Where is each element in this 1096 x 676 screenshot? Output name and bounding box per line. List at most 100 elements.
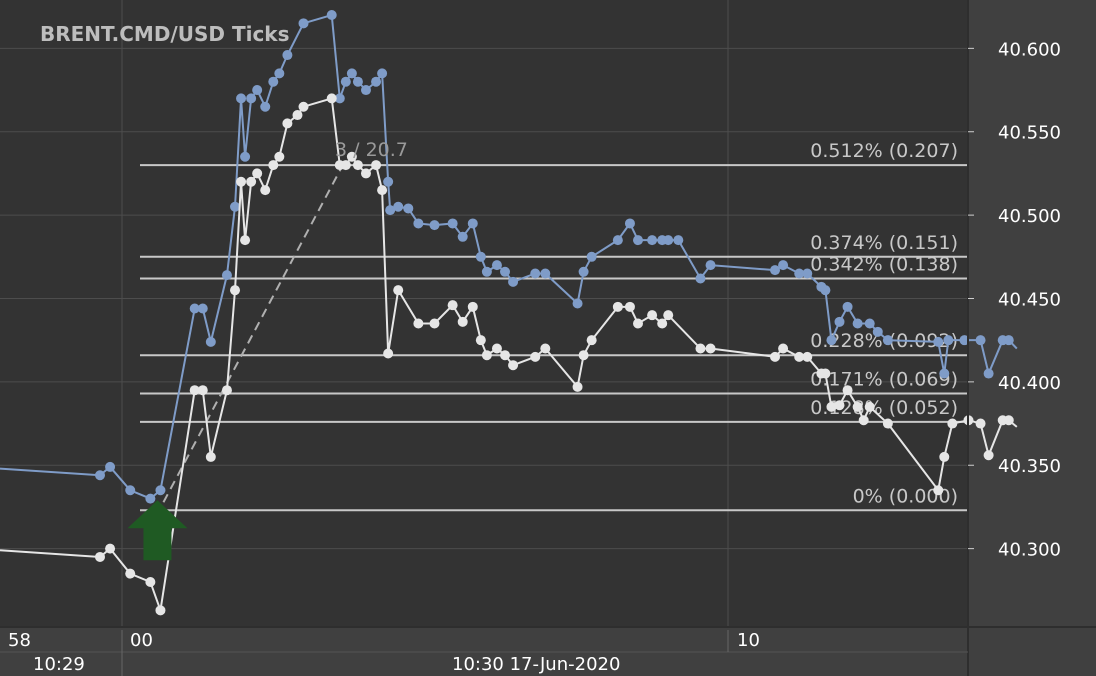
- ask-series-point: [125, 485, 136, 496]
- bid-series-point: [371, 160, 382, 171]
- bid-series-point: [794, 351, 805, 362]
- bid-series-point: [145, 576, 156, 587]
- ask-series-point: [403, 203, 414, 214]
- bid-series-point: [633, 318, 644, 329]
- ask-series-point: [268, 76, 279, 87]
- bid-series-point: [852, 401, 863, 412]
- ask-series-point: [624, 218, 635, 229]
- ask-series-point: [205, 336, 216, 347]
- ask-series-point: [612, 235, 623, 246]
- ask-series-point: [475, 251, 486, 262]
- ask-series-point: [189, 303, 200, 314]
- ask-series-point: [975, 335, 986, 346]
- ask-series-point: [105, 461, 116, 472]
- bid-series-point: [500, 350, 511, 361]
- ask-series-point: [1003, 335, 1014, 346]
- ask-series-point: [155, 485, 166, 496]
- ask-series-point: [260, 101, 271, 112]
- bid-series-point: [236, 176, 247, 187]
- bid-series-point: [705, 343, 716, 354]
- ask-series-point: [647, 235, 658, 246]
- ask-series-point: [508, 276, 519, 287]
- ask-series-point: [371, 76, 382, 87]
- ask-series-point: [360, 85, 371, 96]
- ask-series-point: [274, 68, 285, 79]
- bid-series-point: [864, 401, 875, 412]
- fib-level-label: 0% (0.000): [853, 485, 958, 507]
- bid-series-point: [657, 318, 668, 329]
- ask-series-point: [959, 335, 970, 346]
- ask-series-point: [633, 235, 644, 246]
- bid-series-point: [820, 368, 831, 379]
- bid-series-point: [230, 285, 241, 296]
- ask-series-point: [802, 268, 813, 279]
- bid-series-point: [383, 348, 394, 359]
- ask-series-point: [778, 260, 789, 271]
- bid-series-point: [274, 151, 285, 162]
- ask-series-point: [882, 335, 893, 346]
- ask-series-point: [939, 368, 950, 379]
- x-time-label: 00: [130, 630, 153, 651]
- bid-series-point: [578, 350, 589, 361]
- bid-series-point: [491, 343, 502, 354]
- ask-series-point: [794, 268, 805, 279]
- ask-series-point: [145, 493, 156, 504]
- bid-series-point: [246, 176, 257, 187]
- bid-series-point: [326, 93, 337, 104]
- ask-series-point: [413, 218, 424, 229]
- bid-series-point: [540, 343, 551, 354]
- bid-series-point: [205, 451, 216, 462]
- bid-series-point: [826, 401, 837, 412]
- ask-series-point: [447, 218, 458, 229]
- measure-line: [162, 164, 344, 503]
- ask-series-point: [298, 18, 309, 29]
- ask-series-point: [933, 336, 944, 347]
- bid-series-point: [624, 301, 635, 312]
- ask-series-point: [530, 268, 541, 279]
- y-tick-label: 40.550: [998, 123, 1061, 144]
- ask-series-point: [842, 301, 853, 312]
- bid-series-point: [778, 343, 789, 354]
- fibonacci-levels: 0.512% (0.207) 0.374% (0.151)0.342% (0.13…: [140, 140, 968, 512]
- up-arrow-icon: [127, 500, 188, 561]
- bid-series-point: [586, 335, 597, 346]
- measure-dashed-line: [162, 164, 344, 503]
- ask-series-point: [943, 335, 954, 346]
- bid-series-point: [155, 605, 166, 616]
- ask-series-point: [385, 205, 396, 216]
- fib-level-label: 0.128% (0.052): [810, 397, 958, 419]
- bid-series-point: [939, 451, 950, 462]
- bid-series-point: [377, 185, 388, 196]
- bid-series-point: [882, 418, 893, 429]
- bid-series-point: [221, 385, 232, 396]
- bid-series-point: [268, 160, 279, 171]
- ask-series-point: [826, 335, 837, 346]
- y-tick-label: 40.500: [998, 206, 1061, 227]
- ask-series-point: [864, 318, 875, 329]
- bid-series-point: [298, 101, 309, 112]
- ask-series-point: [586, 251, 597, 262]
- ask-series-point: [352, 76, 363, 87]
- ask-series-point: [770, 265, 781, 276]
- bid-series-point: [467, 301, 478, 312]
- ask-series-point: [457, 231, 468, 242]
- bid-series-point: [770, 351, 781, 362]
- bid-series-point: [834, 400, 845, 411]
- ask-series-point: [481, 266, 492, 277]
- ask-series-point: [578, 266, 589, 277]
- bid-series-point: [352, 160, 363, 171]
- ask-series-point: [429, 220, 440, 231]
- bid-series-point: [413, 318, 424, 329]
- ask-series-point: [197, 303, 208, 314]
- bid-series-point: [340, 160, 351, 171]
- ask-series-point: [282, 50, 293, 61]
- bid-series-point: [663, 310, 674, 321]
- ask-series-point: [230, 201, 241, 212]
- ask-series-point: [252, 85, 263, 96]
- ask-series-point: [540, 268, 551, 279]
- x-time-label: 10: [737, 630, 760, 651]
- bid-series-point: [695, 343, 706, 354]
